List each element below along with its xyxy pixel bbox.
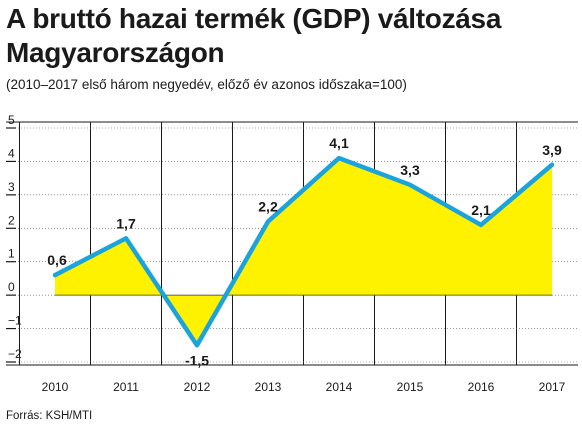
data-label: 2,2 <box>258 199 278 215</box>
data-point <box>550 163 554 167</box>
source-note: Forrás: KSH/MTI <box>6 410 93 422</box>
x-tick-label: 2014 <box>326 380 353 394</box>
chart-title: A bruttó hazai termék (GDP) változása Ma… <box>6 3 502 68</box>
chart-subtitle: (2010–2017 első három negyedév, előző év… <box>6 77 407 92</box>
x-tick-label: 2011 <box>113 380 139 394</box>
y-tick-label: −1 <box>8 314 22 328</box>
data-label: 2,1 <box>471 202 491 218</box>
x-tick-label: 2017 <box>539 380 566 394</box>
x-tick-label: 2015 <box>397 380 424 394</box>
data-labels: 0,6 1,7 -1,5 2,2 4,1 3,3 2,1 3,9 <box>47 135 562 368</box>
data-label: -1,5 <box>185 352 209 368</box>
data-label: 3,9 <box>542 142 562 158</box>
data-point <box>479 223 483 227</box>
data-point <box>195 343 199 347</box>
x-tick-label: 2010 <box>42 380 69 394</box>
y-tick-label: 1 <box>8 247 15 261</box>
data-point <box>408 183 412 187</box>
x-tick-label: 2016 <box>468 380 495 394</box>
data-label: 1,7 <box>116 215 136 231</box>
y-tick-label: 2 <box>8 213 15 227</box>
data-point <box>124 236 128 240</box>
series-line <box>52 155 555 348</box>
y-tick-label: 5 <box>8 113 15 127</box>
data-label: 4,1 <box>329 135 349 151</box>
x-tick-label: 2013 <box>255 380 282 394</box>
data-label: 0,6 <box>47 252 67 268</box>
y-tick-label: 3 <box>8 180 15 194</box>
data-point <box>53 273 57 277</box>
data-label: 3,3 <box>400 162 420 178</box>
data-point <box>266 220 270 224</box>
x-axis-ticks: 2010 2011 2012 2013 2014 2015 2016 2017 <box>42 380 566 394</box>
y-tick-label: 4 <box>8 146 15 160</box>
y-tick-label: −2 <box>8 347 22 361</box>
y-tick-label: 0 <box>8 280 15 294</box>
x-tick-label: 2012 <box>184 380 211 394</box>
area-fill <box>55 158 552 346</box>
data-point <box>337 156 341 160</box>
area-layer <box>55 158 552 346</box>
line-layer <box>52 155 555 348</box>
y-axis-ticks: 5 4 3 2 1 0 −1 −2 <box>8 113 22 361</box>
